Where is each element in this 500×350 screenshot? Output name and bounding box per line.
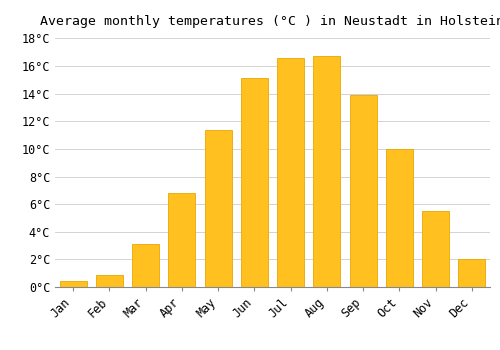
Bar bbox=[132, 244, 159, 287]
Bar bbox=[422, 211, 449, 287]
Bar bbox=[314, 56, 340, 287]
Bar bbox=[96, 274, 123, 287]
Bar bbox=[458, 259, 485, 287]
Bar bbox=[277, 58, 304, 287]
Bar bbox=[241, 78, 268, 287]
Bar bbox=[168, 193, 196, 287]
Bar bbox=[204, 130, 232, 287]
Bar bbox=[386, 149, 413, 287]
Bar bbox=[60, 281, 86, 287]
Bar bbox=[350, 95, 376, 287]
Title: Average monthly temperatures (°C ) in Neustadt in Holstein: Average monthly temperatures (°C ) in Ne… bbox=[40, 15, 500, 28]
